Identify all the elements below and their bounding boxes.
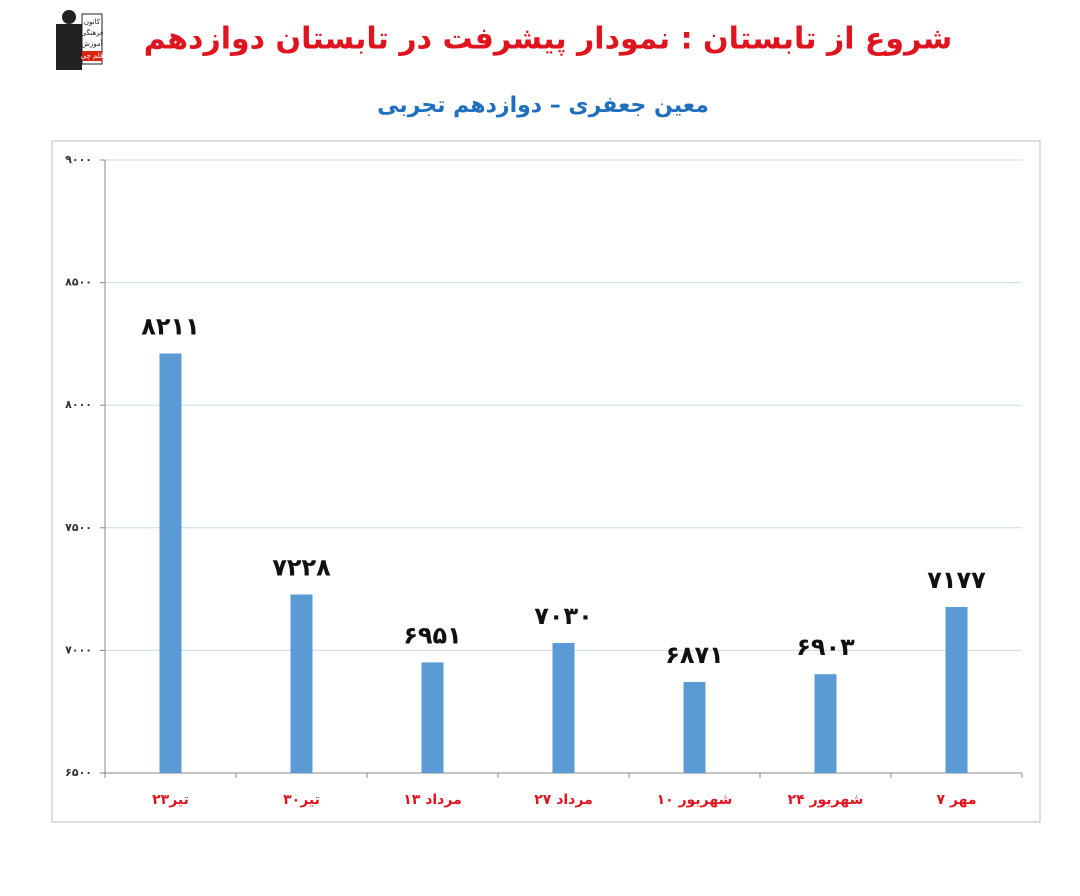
chart-subtitle: معین جعفری – دوازدهم تجربی	[377, 93, 709, 118]
chart-title: شروع از تابستان : نمودار پیشرفت در تابست…	[144, 22, 953, 57]
logo-body	[56, 24, 82, 70]
logo-text: آموزش	[81, 39, 103, 48]
logo-head	[62, 10, 76, 24]
value-label: ۷۰۳۰	[534, 602, 593, 630]
bar	[421, 662, 444, 773]
value-label: ۶۸۷۱	[665, 641, 724, 669]
value-label: ۸۲۱۱	[141, 312, 200, 340]
logo-text: کانون	[84, 18, 101, 26]
x-tick-label: ۷ مهر	[936, 792, 976, 808]
y-tick-label: ۷۰۰۰	[65, 643, 92, 656]
bar	[945, 606, 968, 773]
chart-frame	[51, 140, 1041, 823]
x-tick-label: ۲۴ شهریور	[788, 792, 864, 808]
logo-text: فرهنگی	[81, 28, 104, 37]
x-tick-label: ۲۳تیر	[152, 792, 189, 808]
y-tick-label: ۶۵۰۰	[65, 766, 92, 779]
y-tick-label: ۸۰۰۰	[65, 398, 92, 411]
logo-badge	[82, 51, 102, 61]
bar	[814, 674, 837, 773]
logo: کانون فرهنگی آموزش قلم چی	[56, 10, 104, 70]
value-label: ۶۹۰۳	[796, 633, 855, 661]
logo-text: قلم چی	[81, 52, 104, 60]
x-tick-label: ۲۷ مرداد	[534, 792, 593, 808]
bar	[290, 594, 313, 773]
bar	[552, 643, 575, 773]
y-tick-label: ۸۵۰۰	[65, 276, 92, 289]
x-tick-label: ۱۰ شهریور	[657, 792, 733, 808]
x-tick-label: ۳۰تیر	[283, 792, 320, 808]
y-tick-label: ۷۵۰۰	[65, 521, 92, 534]
x-tick-label: ۱۳ مرداد	[403, 792, 462, 808]
y-tick-label: ۹۰۰۰	[65, 153, 92, 166]
value-label: ۷۲۲۸	[272, 553, 331, 581]
bar	[159, 353, 182, 773]
value-label: ۶۹۵۱	[403, 621, 462, 649]
bar	[683, 682, 706, 773]
value-label: ۷۱۷۷	[927, 566, 986, 594]
